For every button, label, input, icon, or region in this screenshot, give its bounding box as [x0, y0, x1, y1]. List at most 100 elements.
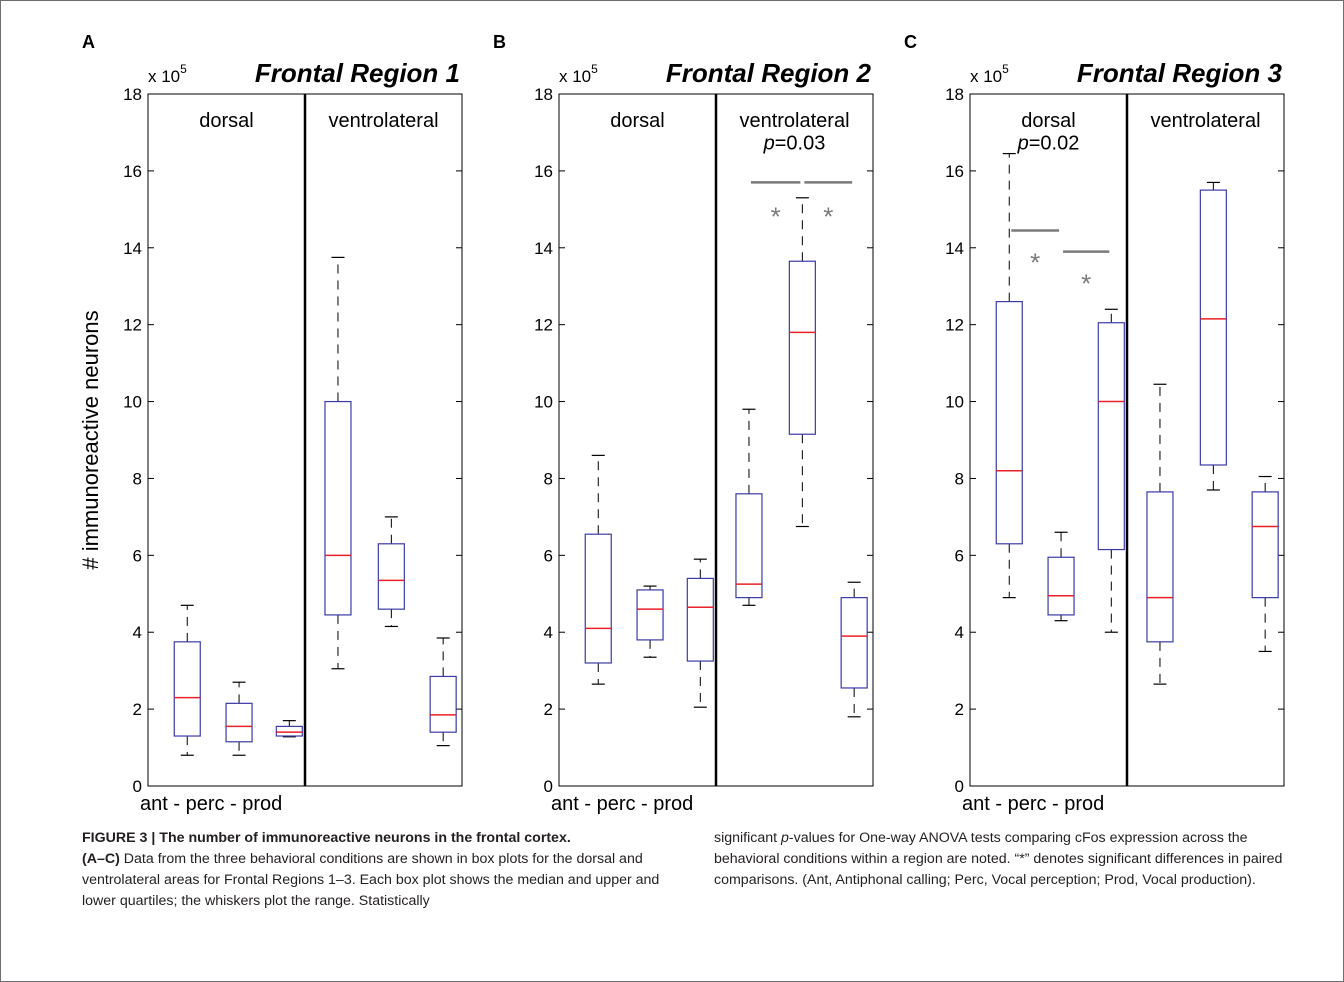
scale-label: x 105	[148, 62, 187, 86]
scale-exponent: 5	[180, 62, 187, 76]
scale-label: x 105	[559, 62, 598, 86]
iqr-box	[995, 301, 1023, 545]
y-tick-label: 18	[123, 85, 142, 104]
panel-letter: C	[904, 32, 917, 52]
box-plot	[1146, 383, 1174, 685]
y-tick-label: 10	[945, 393, 964, 412]
y-tick-label: 0	[544, 777, 553, 796]
box-plot	[429, 637, 457, 747]
y-tick-label: 14	[945, 239, 964, 258]
iqr-box	[1047, 556, 1075, 616]
y-tick-label: 4	[955, 623, 964, 642]
y-tick-label: 12	[945, 316, 964, 335]
panel-letter: A	[82, 32, 95, 52]
section-label-ventrolateral: ventrolateral	[328, 110, 438, 132]
iqr-box	[1251, 491, 1279, 599]
caption-text-2a: significant	[714, 830, 782, 846]
caption-column-1: FIGURE 3 | The number of immunoreactive …	[82, 828, 664, 912]
p-value-p: p	[763, 133, 775, 155]
y-tick-label: 12	[123, 316, 142, 335]
p-value-number: =0.02	[1029, 133, 1080, 155]
box-plot	[584, 454, 612, 685]
iqr-box	[1199, 189, 1227, 466]
y-tick-label: 6	[955, 546, 964, 565]
iqr-box	[1097, 322, 1125, 551]
section-label-dorsal: dorsal	[610, 110, 664, 132]
scale-exponent: 5	[591, 62, 598, 76]
y-tick-label: 16	[945, 162, 964, 181]
scale-label: x 105	[970, 62, 1009, 86]
section-label-dorsal: dorsal	[1021, 110, 1075, 132]
y-tick-label: 16	[534, 162, 553, 181]
y-tick-label: 6	[544, 546, 553, 565]
y-tick-label: 2	[133, 700, 142, 719]
y-tick-label: 8	[133, 469, 142, 488]
iqr-box	[840, 597, 868, 689]
box-plot	[788, 197, 816, 528]
box-plot	[173, 604, 201, 756]
significance-star: *	[771, 201, 781, 231]
caption-text-2b: -values for One-way ANOVA tests comparin…	[714, 830, 1283, 888]
box-plot	[636, 585, 664, 658]
y-tick-label: 2	[544, 700, 553, 719]
y-tick-label: 18	[534, 85, 553, 104]
box-plot	[686, 558, 714, 708]
iqr-box	[1146, 491, 1174, 643]
iqr-box	[686, 577, 714, 662]
panel-c: Cx 105 Frontal Region 3 0 2 4 6 8 10 12 14 16 18 dor…	[904, 32, 1285, 815]
box-plot	[275, 720, 303, 738]
box-plot	[1097, 308, 1125, 633]
y-tick-label: 18	[945, 85, 964, 104]
iqr-box	[225, 702, 253, 743]
p-value-p: p	[1017, 133, 1029, 155]
box-plot	[1251, 475, 1279, 653]
y-tick-label: 2	[955, 700, 964, 719]
iqr-box	[429, 675, 457, 733]
panels-group: Ax 105 Frontal Region 1 0 2 4 6 8 10 12 14 16 18 dor…	[78, 32, 1285, 815]
box-plot	[1199, 181, 1227, 491]
y-tick-label: 16	[123, 162, 142, 181]
iqr-box	[173, 641, 201, 737]
caption-column-2: significant p-values for One-way ANOVA t…	[714, 828, 1296, 891]
iqr-box	[377, 543, 405, 610]
iqr-box	[584, 533, 612, 664]
caption-text-1: Data from the three behavioral condition…	[82, 851, 660, 909]
box-plot	[324, 256, 352, 670]
iqr-box	[735, 493, 763, 599]
x-axis-label: ant - perc - prod	[551, 793, 693, 815]
panel-title: Frontal Region 3	[1077, 58, 1283, 88]
y-tick-label: 4	[133, 623, 142, 642]
x-axis-label: ant - perc - prod	[962, 793, 1104, 815]
caption-heading: FIGURE 3 | The number of immunoreactive …	[82, 830, 571, 846]
iqr-box	[788, 260, 816, 435]
iqr-box	[636, 589, 664, 641]
panel-title: Frontal Region 2	[666, 58, 872, 88]
y-tick-label: 0	[133, 777, 142, 796]
section-label-dorsal: dorsal	[199, 110, 253, 132]
y-tick-label: 0	[955, 777, 964, 796]
scale-exponent: 5	[1002, 62, 1009, 76]
y-tick-label: 14	[123, 239, 142, 258]
p-value-label: p=0.02	[1017, 133, 1080, 155]
box-plot	[735, 408, 763, 606]
y-tick-label: 8	[955, 469, 964, 488]
y-tick-label: 10	[123, 393, 142, 412]
y-tick-label: 10	[534, 393, 553, 412]
y-tick-label: 8	[544, 469, 553, 488]
y-tick-label: 4	[544, 623, 553, 642]
box-plot	[377, 516, 405, 628]
panel-letter: B	[493, 32, 506, 52]
panel-title: Frontal Region 1	[255, 58, 460, 88]
y-tick-label: 14	[534, 239, 553, 258]
panel-a: Ax 105 Frontal Region 1 0 2 4 6 8 10 12 14 16 18 dor…	[78, 32, 463, 815]
caption-text-2p: p	[781, 830, 789, 846]
significance-star: *	[1030, 247, 1040, 277]
section-label-ventrolateral: ventrolateral	[1150, 110, 1260, 132]
p-value-number: =0.03	[775, 133, 826, 155]
box-plot	[995, 152, 1023, 599]
significance-star: *	[1081, 269, 1091, 299]
p-value-label: p=0.03	[763, 133, 826, 155]
y-tick-label: 6	[133, 546, 142, 565]
